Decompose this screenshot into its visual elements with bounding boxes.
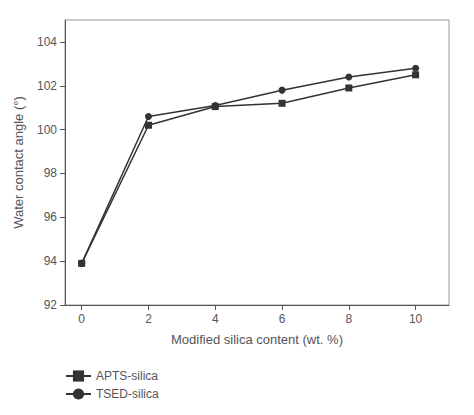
svg-text:8: 8 (345, 312, 352, 326)
svg-text:100: 100 (37, 123, 57, 137)
svg-text:102: 102 (37, 79, 57, 93)
svg-text:0: 0 (78, 312, 85, 326)
svg-text:Water contact angle (°): Water contact angle (°) (11, 96, 26, 229)
svg-text:TSED-silica: TSED-silica (96, 387, 159, 401)
svg-text:2: 2 (145, 312, 152, 326)
svg-text:APTS-silica: APTS-silica (96, 369, 158, 383)
svg-text:94: 94 (44, 254, 58, 268)
svg-text:6: 6 (279, 312, 286, 326)
svg-text:104: 104 (37, 35, 57, 49)
svg-text:10: 10 (409, 312, 423, 326)
svg-text:Modified silica content (wt. %: Modified silica content (wt. %) (171, 332, 343, 347)
svg-text:96: 96 (44, 210, 58, 224)
svg-text:98: 98 (44, 166, 58, 180)
svg-text:4: 4 (212, 312, 219, 326)
svg-text:92: 92 (44, 298, 58, 312)
